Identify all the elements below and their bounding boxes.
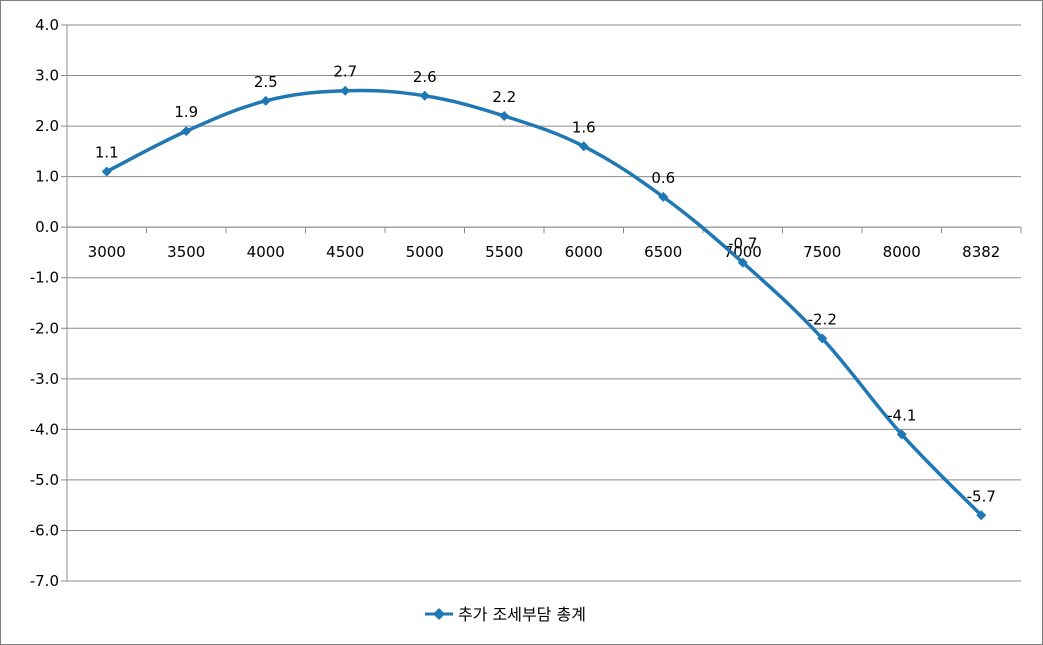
data-label: 2.2 <box>492 88 516 106</box>
y-tick-label: 3.0 <box>35 67 59 85</box>
data-label: 2.7 <box>333 63 357 81</box>
y-tick-label: 2.0 <box>35 117 59 135</box>
data-label: -5.7 <box>967 487 996 505</box>
series-line <box>101 85 987 521</box>
data-label: 2.5 <box>254 73 278 91</box>
data-point-marker <box>499 110 510 121</box>
y-tick-label: -4.0 <box>30 420 59 438</box>
x-tick-label: 5000 <box>406 243 444 261</box>
legend: 추가 조세부담 총계 <box>425 605 586 624</box>
x-tick-label: 6000 <box>565 243 603 261</box>
gridlines <box>67 24 1021 582</box>
y-tick-label: 0.0 <box>35 218 59 236</box>
y-tick-label: -7.0 <box>30 572 59 590</box>
x-tick-label: 6500 <box>644 243 682 261</box>
x-tick-label: 5500 <box>485 243 523 261</box>
data-point-marker <box>101 166 112 177</box>
y-axis: 4.0 3.0 2.0 1.0 0.0 -1.0 -2.0 -3.0 -4.0 -5.0 -6.0 -… <box>30 16 68 590</box>
legend-label: 추가 조세부담 총계 <box>458 605 586 624</box>
data-label: 1.9 <box>174 103 198 121</box>
x-tick-label: 8000 <box>883 243 921 261</box>
x-tick-label: 4000 <box>247 243 285 261</box>
data-label: -4.1 <box>887 406 916 424</box>
y-tick-label: -5.0 <box>30 471 59 489</box>
data-label: 0.6 <box>651 169 675 187</box>
data-labels: 1.1 1.9 2.5 2.7 2.6 2.2 1.6 0.6 -0.7 -2.2 -4.1 -5.7 <box>95 63 996 506</box>
data-point-marker <box>578 141 589 152</box>
y-tick-label: 1.0 <box>35 168 59 186</box>
data-label: -0.7 <box>728 235 757 253</box>
data-label: 2.6 <box>413 68 437 86</box>
y-tick-label: -2.0 <box>30 319 59 337</box>
x-tick-label: 7500 <box>803 243 841 261</box>
x-tick-label: 3500 <box>167 243 205 261</box>
data-point-marker <box>260 95 271 106</box>
data-point-marker <box>817 333 828 344</box>
legend-marker-swatch <box>433 608 445 620</box>
y-tick-label: 4.0 <box>35 16 59 34</box>
y-tick-label: -3.0 <box>30 370 59 388</box>
data-label: 1.6 <box>572 118 596 136</box>
x-tick-label: 8382 <box>962 243 1000 261</box>
data-label: 1.1 <box>95 144 119 162</box>
data-point-marker <box>340 85 351 96</box>
data-point-marker <box>658 191 669 202</box>
series-path <box>105 88 983 517</box>
data-point-marker <box>737 257 748 268</box>
data-point-marker <box>419 90 430 101</box>
data-point-marker <box>181 126 192 137</box>
x-axis: 3000 3500 4000 4500 5000 5500 6000 6500 7000 7500… <box>66 226 1022 261</box>
data-label: -2.2 <box>808 310 837 328</box>
x-tick-label: 7000 <box>724 243 762 261</box>
data-point-marker <box>896 429 907 440</box>
x-tick-label: 4500 <box>326 243 364 261</box>
x-tick-label: 3000 <box>88 243 126 261</box>
y-tick-label: -6.0 <box>30 521 59 539</box>
y-tick-label: -1.0 <box>30 269 59 287</box>
